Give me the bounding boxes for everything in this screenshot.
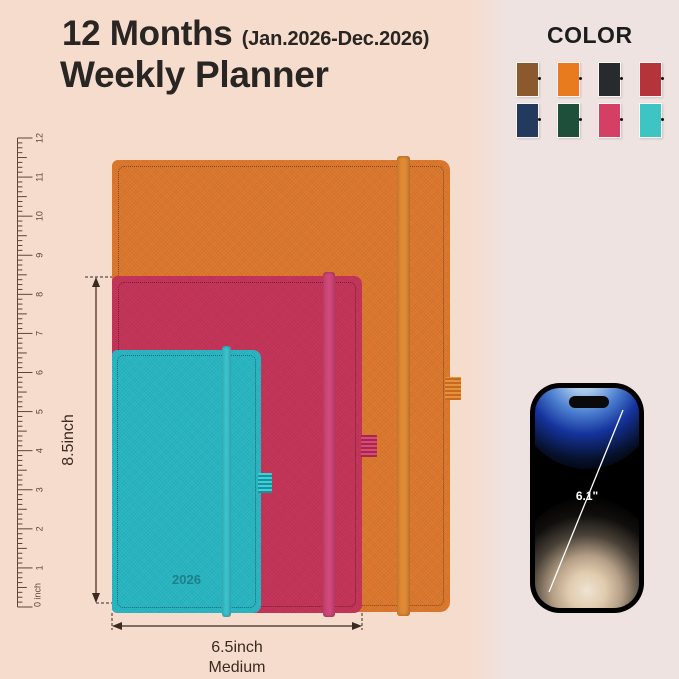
svg-text:1: 1 xyxy=(35,565,45,570)
svg-text:0 inch: 0 inch xyxy=(33,583,43,607)
svg-text:2: 2 xyxy=(35,526,45,531)
svg-text:6.5inch: 6.5inch xyxy=(211,639,263,656)
svg-text:9: 9 xyxy=(35,253,45,258)
svg-text:8: 8 xyxy=(35,292,45,297)
svg-text:Medium: Medium xyxy=(209,659,266,676)
svg-text:7: 7 xyxy=(35,331,45,336)
svg-text:11: 11 xyxy=(35,172,45,181)
svg-text:8.5inch: 8.5inch xyxy=(60,414,77,466)
svg-text:3: 3 xyxy=(35,487,45,492)
svg-text:5: 5 xyxy=(35,409,45,414)
svg-text:4: 4 xyxy=(35,448,45,453)
svg-text:6: 6 xyxy=(35,370,45,375)
svg-text:10: 10 xyxy=(35,211,45,221)
svg-text:12: 12 xyxy=(35,133,45,143)
